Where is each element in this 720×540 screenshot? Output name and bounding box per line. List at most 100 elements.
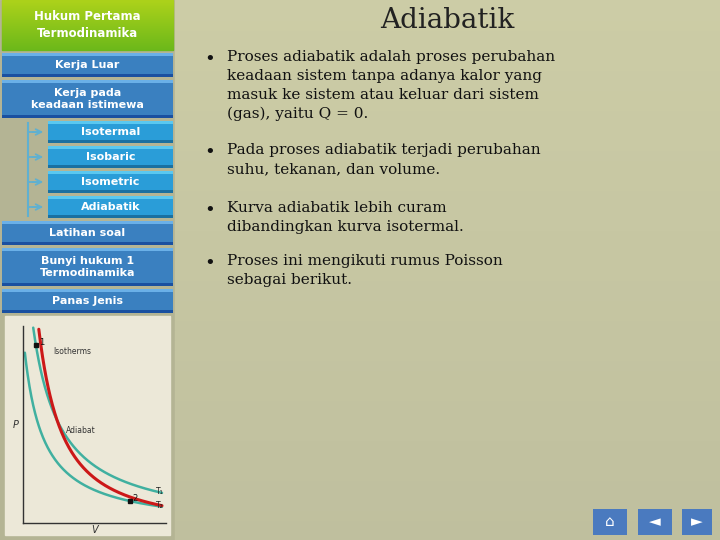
Bar <box>2 10 173 11</box>
Bar <box>2 16 173 17</box>
Bar <box>2 41 173 42</box>
Bar <box>175 160 720 170</box>
Bar <box>175 270 720 280</box>
Bar <box>175 410 720 420</box>
Bar <box>2 22 173 23</box>
Bar <box>48 171 173 193</box>
Text: Adiabatik: Adiabatik <box>380 6 515 33</box>
Bar <box>48 171 173 174</box>
Bar <box>175 180 720 190</box>
Bar <box>175 330 720 340</box>
Bar <box>682 509 712 535</box>
Bar <box>175 0 720 10</box>
Text: Isobaric: Isobaric <box>86 152 135 162</box>
Bar <box>2 39 173 40</box>
Bar <box>2 34 173 35</box>
Text: Isotherms: Isotherms <box>53 347 91 356</box>
Bar <box>2 25 173 26</box>
Bar <box>2 18 173 19</box>
Bar <box>2 4 173 5</box>
Bar <box>2 248 173 286</box>
Bar <box>2 46 173 47</box>
Bar <box>2 37 173 38</box>
Bar <box>2 32 173 33</box>
Bar <box>48 146 173 149</box>
Bar <box>2 21 173 22</box>
Bar <box>175 470 720 480</box>
Bar <box>2 9 173 10</box>
Text: Proses adiabatik adalah proses perubahan
keadaan sistem tanpa adanya kalor yang
: Proses adiabatik adalah proses perubahan… <box>227 50 555 122</box>
Bar <box>175 290 720 300</box>
Text: Adiabatik: Adiabatik <box>81 202 140 212</box>
Bar <box>175 390 720 400</box>
Bar <box>2 80 173 118</box>
Bar <box>175 140 720 150</box>
Bar <box>2 12 173 13</box>
Bar <box>2 53 173 56</box>
Bar <box>2 2 173 3</box>
Bar <box>175 350 720 360</box>
Bar <box>2 13 173 14</box>
Bar <box>175 170 720 180</box>
Bar <box>48 146 173 168</box>
Text: Latihan soal: Latihan soal <box>50 228 125 238</box>
Bar <box>2 28 173 29</box>
Bar <box>175 230 720 240</box>
Bar <box>48 165 173 168</box>
Bar <box>175 320 720 330</box>
Bar <box>175 130 720 140</box>
Bar <box>2 289 173 313</box>
Bar <box>48 196 173 199</box>
Bar <box>175 220 720 230</box>
Bar <box>175 300 720 310</box>
Bar <box>2 35 173 36</box>
Bar <box>175 280 720 290</box>
Bar <box>175 430 720 440</box>
Text: Kurva adiabatik lebih curam
dibandingkan kurva isotermal.: Kurva adiabatik lebih curam dibandingkan… <box>227 201 464 234</box>
Bar <box>175 210 720 220</box>
Bar <box>175 120 720 130</box>
Bar <box>2 29 173 30</box>
Bar <box>175 520 720 530</box>
Bar <box>175 400 720 410</box>
Bar <box>2 80 173 83</box>
Bar <box>175 60 720 70</box>
Bar <box>175 370 720 380</box>
Bar <box>593 509 627 535</box>
Bar <box>175 0 720 540</box>
Bar <box>2 1 173 2</box>
Text: •: • <box>204 254 215 272</box>
Bar <box>175 340 720 350</box>
Bar <box>638 509 672 535</box>
Text: 1: 1 <box>39 338 44 347</box>
Bar <box>2 40 173 41</box>
Text: ⌂: ⌂ <box>606 515 615 530</box>
Bar <box>175 250 720 260</box>
Bar <box>48 140 173 143</box>
Bar <box>175 90 720 100</box>
Text: •: • <box>204 50 215 68</box>
Bar <box>2 47 173 48</box>
Bar <box>175 380 720 390</box>
Bar <box>2 283 173 286</box>
Bar <box>0 0 175 540</box>
Bar <box>2 49 173 50</box>
Bar <box>2 36 173 37</box>
Bar <box>175 100 720 110</box>
Bar <box>2 310 173 313</box>
Bar <box>175 30 720 40</box>
Bar <box>2 6 173 7</box>
Bar <box>48 196 173 218</box>
Bar <box>2 30 173 31</box>
Bar <box>175 150 720 160</box>
Bar <box>2 42 173 43</box>
Text: ►: ► <box>691 515 703 530</box>
Text: •: • <box>204 143 215 161</box>
Bar <box>175 490 720 500</box>
Bar <box>2 8 173 9</box>
Bar <box>175 440 720 450</box>
Bar <box>2 48 173 49</box>
Bar <box>175 50 720 60</box>
Bar <box>175 310 720 320</box>
Bar <box>2 221 173 245</box>
